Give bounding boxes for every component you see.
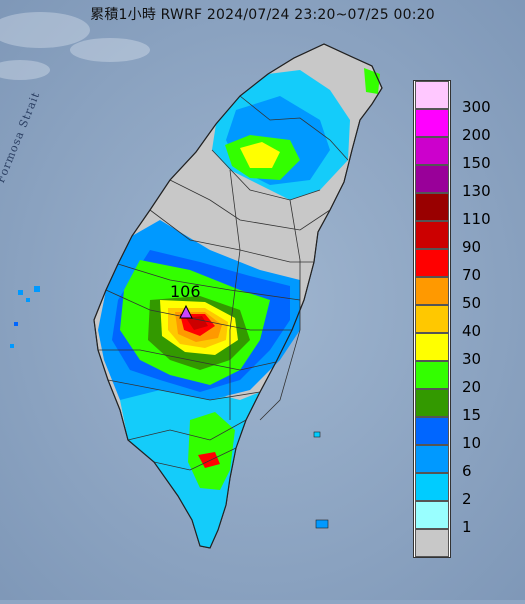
legend-swatch — [415, 361, 449, 389]
orchid-island — [313, 431, 329, 529]
rain-zone-yellow-north — [240, 142, 280, 168]
legend-swatch — [415, 529, 449, 557]
rain-zone-red-south — [198, 452, 220, 468]
legend-swatch — [415, 277, 449, 305]
legend-label: 150 — [462, 154, 491, 172]
legend-label: 110 — [462, 210, 491, 228]
rain-zone-green-south — [188, 412, 235, 490]
legend-bar — [413, 80, 451, 558]
legend-label: 30 — [462, 350, 482, 368]
legend-label: 200 — [462, 126, 491, 144]
legend-label: 15 — [462, 406, 482, 424]
legend-swatch — [415, 81, 449, 109]
legend-label: 130 — [462, 182, 491, 200]
legend-swatch — [415, 193, 449, 221]
legend-label: 20 — [462, 378, 482, 396]
legend-swatch — [415, 473, 449, 501]
legend-label: 6 — [462, 462, 472, 480]
legend-swatch — [415, 501, 449, 529]
rain-zone-dark-red — [186, 316, 208, 330]
legend-swatch — [415, 165, 449, 193]
legend-swatch — [415, 445, 449, 473]
legend-label: 70 — [462, 266, 482, 284]
legend-label: 300 — [462, 98, 491, 116]
legend-swatch — [415, 109, 449, 137]
legend-swatch — [415, 221, 449, 249]
legend-swatch — [415, 389, 449, 417]
legend-label: 10 — [462, 434, 482, 452]
legend-swatch — [415, 249, 449, 277]
legend-swatch — [415, 417, 449, 445]
legend-swatch — [415, 305, 449, 333]
legend-label: 1 — [462, 518, 472, 536]
county-boundaries — [98, 95, 349, 471]
penghu-islands — [10, 286, 40, 348]
legend-label: 40 — [462, 322, 482, 340]
map-title: 累積1小時 RWRF 2024/07/24 23:20~07/25 00:20 — [90, 7, 435, 23]
legend-label: 2 — [462, 490, 472, 508]
peak-marker-icon — [179, 304, 193, 319]
cloud-texture — [0, 12, 150, 80]
peak-value-label: 106 — [170, 282, 201, 301]
legend-label: 50 — [462, 294, 482, 312]
legend-label: 90 — [462, 238, 482, 256]
legend-swatch — [415, 137, 449, 165]
coastline — [93, 43, 383, 549]
legend-swatch — [415, 333, 449, 361]
